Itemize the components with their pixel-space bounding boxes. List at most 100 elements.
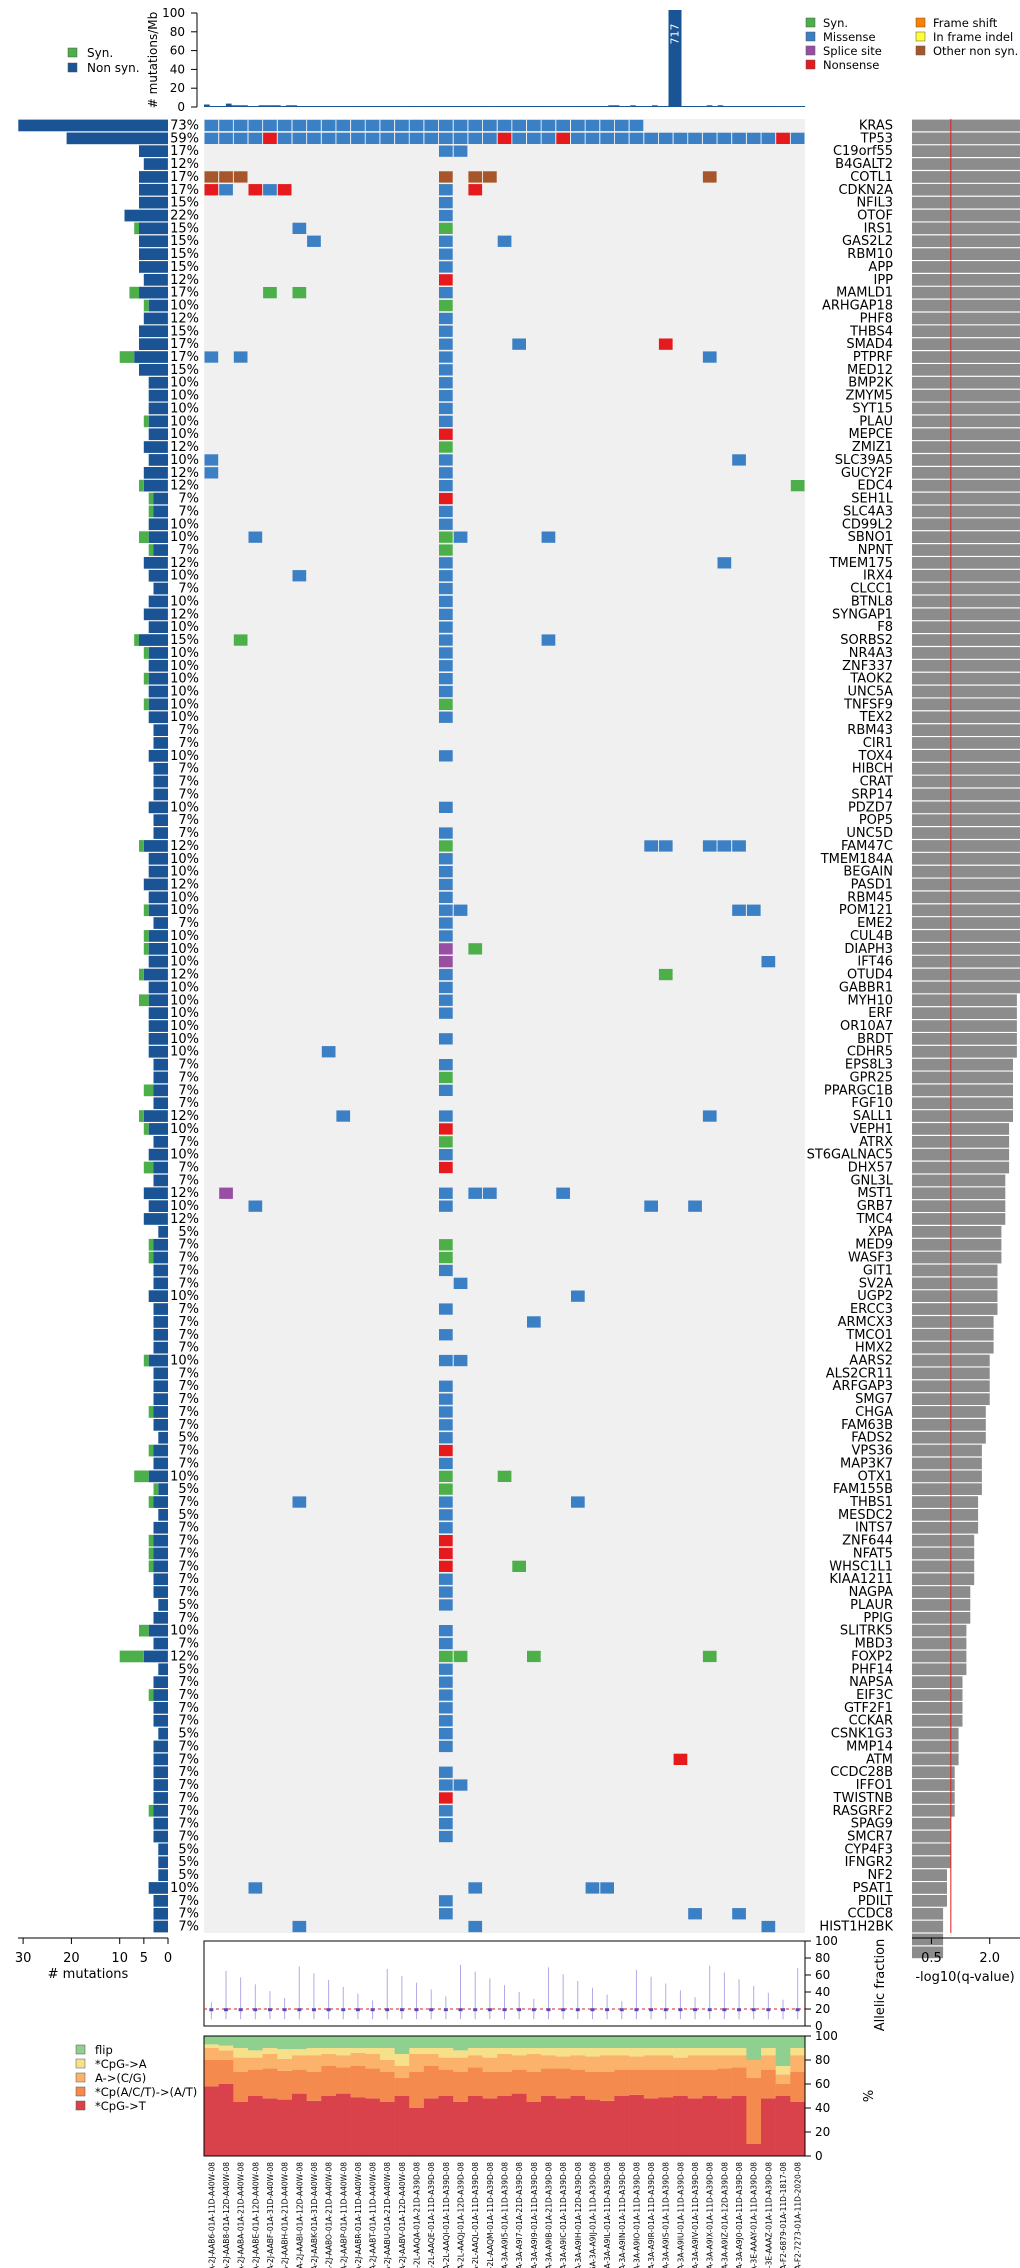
mutation-tile (409, 119, 424, 132)
gene-label: IRS1 (864, 221, 893, 236)
mutation-rate-bar (630, 105, 636, 107)
legend-label: *CpG->A (95, 2057, 147, 2071)
spectrum-segment (643, 2098, 659, 2156)
qvalue-bar (912, 544, 1020, 556)
spectrum-segment (394, 2054, 410, 2066)
mutation-tile (439, 1586, 453, 1598)
spectrum-segment (775, 2096, 791, 2156)
mutation-tile (439, 441, 453, 453)
spectrum-segment (658, 2055, 674, 2070)
gene-count-bar-nonsyn (153, 1753, 168, 1766)
sample-name-label: TCGA-2J-AABT-01A-11D-A40W-08 (369, 2162, 378, 2268)
mutation-rate-bar (460, 106, 467, 107)
mutation-tile (439, 1637, 453, 1650)
spectrum-segment (555, 2068, 571, 2099)
spectrum-segment (629, 2048, 645, 2057)
mutation-tile (614, 119, 629, 132)
gene-label: EIF3C (856, 1688, 893, 1703)
mutation-tile (204, 171, 219, 183)
gene-percent-label: 7% (178, 1083, 199, 1098)
gene-count-bar-nonsyn (158, 1843, 168, 1856)
gene-count-bar-nonsyn (139, 634, 168, 646)
mutation-rate-bar (493, 106, 500, 107)
gene-label: VPS36 (851, 1444, 893, 1459)
gene-percent-label: 7% (178, 1315, 199, 1330)
mutation-rate-bar (433, 106, 440, 107)
gene-count-bar-nonsyn (143, 479, 168, 492)
spectrum-segment (541, 2096, 557, 2156)
mutation-tile (439, 235, 453, 247)
mutation-rate-bar (318, 106, 325, 107)
mutation-tile (248, 119, 263, 132)
mutation-tile (439, 1187, 453, 1199)
gene-percent-label: 7% (178, 1740, 199, 1755)
gene-count-bar-syn (143, 930, 149, 942)
gene-label: KRAS (859, 118, 893, 133)
gene-label: ST6GALNAC5 (807, 1148, 893, 1163)
spectrum-segment (248, 2050, 263, 2058)
gene-count-bar-nonsyn (143, 1650, 168, 1663)
gene-percent-label: 5% (178, 1662, 199, 1677)
allelic-fraction-median (649, 2008, 654, 2012)
spectrum-segment (717, 2055, 732, 2069)
gene-label: BEGAIN (843, 865, 893, 880)
gene-label: MST1 (857, 1186, 893, 1201)
spectrum-segment (438, 2096, 454, 2156)
spectrum-segment (790, 2036, 806, 2048)
mutation-tile (439, 287, 453, 299)
gene-count-bar-syn (134, 1470, 149, 1483)
qvalue-bar (912, 724, 1020, 736)
gene-count-bar-syn (143, 1161, 154, 1174)
mutation-rate-bar (477, 106, 483, 107)
spectrum-segment (643, 2036, 659, 2048)
gene-count-bar-syn (134, 222, 139, 235)
legend-label: Non syn. (87, 61, 140, 75)
gene-label: FOXP2 (851, 1649, 893, 1664)
qvalue-bar (912, 1264, 998, 1277)
gene-percent-label: 15% (170, 363, 199, 378)
gene-label: TMEM175 (829, 556, 893, 571)
mutation-rate-bar (734, 106, 740, 107)
mutation-rate-bar (717, 105, 724, 107)
mutation-tile (277, 184, 292, 196)
mutation-tile (439, 222, 453, 234)
qvalue-bar (912, 865, 1020, 878)
gene-count-bar-nonsyn (134, 351, 168, 363)
spectrum-segment (453, 2057, 469, 2072)
mutation-tile (673, 1753, 688, 1765)
spectrum-segment (702, 2055, 718, 2070)
spectrum-segment (365, 2036, 381, 2048)
spectrum-segment (775, 2036, 791, 2066)
gene-percent-label: 7% (178, 1161, 199, 1176)
gene-count-bar-nonsyn (153, 1251, 168, 1264)
gene-label: POP5 (859, 813, 893, 828)
qvalue-bar (912, 1907, 944, 1920)
qvalue-bar (912, 274, 1020, 286)
mutation-tile (365, 119, 380, 132)
spectrum-segment (673, 2069, 689, 2096)
qvalue-bar (912, 1277, 998, 1290)
qvalue-bar (912, 1714, 963, 1727)
spectrum-segment (541, 2036, 557, 2048)
mutation-tile (321, 132, 336, 144)
mutation-rate-bar (362, 106, 369, 107)
qvalue-bar (912, 1650, 967, 1663)
mutation-tile (248, 1200, 263, 1212)
spectrum-segment (233, 2072, 249, 2102)
mutation-rate-bar (783, 106, 789, 107)
spectrum-segment (761, 2098, 776, 2156)
gene-percent-label: 10% (170, 672, 199, 687)
qvalue-bar (912, 1328, 994, 1341)
spectrum-segment (746, 2060, 762, 2078)
mutation-rate-bar (313, 106, 319, 107)
spectrum-segment (614, 2069, 630, 2096)
gene-count-bar-syn (148, 544, 154, 556)
spectrum-segment (365, 2098, 381, 2156)
spectrum-segment (673, 2096, 689, 2156)
mutation-tile (439, 1676, 453, 1688)
mutation-tile (336, 119, 351, 132)
mutation-tile (688, 1200, 702, 1212)
gene-label: OTUD4 (847, 968, 893, 983)
qvalue-tick-label: 0.5 (921, 1951, 942, 1966)
